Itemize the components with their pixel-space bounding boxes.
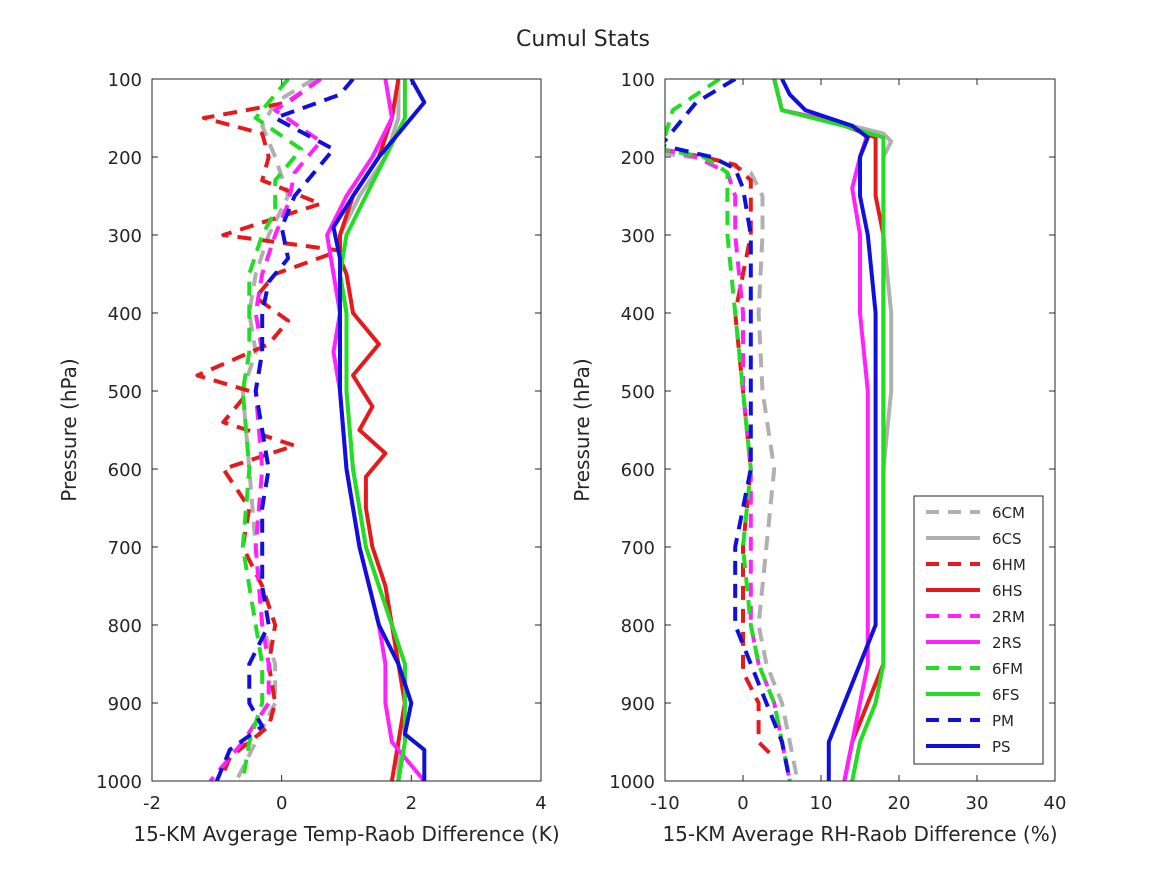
plot-area xyxy=(665,79,894,781)
series-line-ps xyxy=(780,79,878,781)
series-line-6fm xyxy=(665,79,792,781)
y-tick-label: 600 xyxy=(108,460,142,481)
series-line-6hm xyxy=(195,79,342,774)
y-tick-label: 700 xyxy=(108,538,142,559)
y-tick-label: 600 xyxy=(621,460,655,481)
y-tick-label: 400 xyxy=(621,304,655,325)
legend: 6CM 6CS 6HM 6HS 2RM 2RS 6FM 6FS PM PS xyxy=(913,495,1044,765)
rh-difference-panel: -10 0 10 20 30 40 100 200 300 400 500 600 700 800 900 1… xyxy=(570,70,1066,846)
x-tick-label: -10 xyxy=(650,793,679,814)
axes-box xyxy=(664,78,1056,782)
y-tick-label: 100 xyxy=(108,70,142,91)
legend-label-2rs: 2RS xyxy=(992,634,1022,652)
legend-label-6cs: 6CS xyxy=(992,530,1022,548)
x-tick-label: 30 xyxy=(966,793,989,814)
series-line-6fm xyxy=(240,79,304,781)
x-tick-label: 10 xyxy=(810,793,833,814)
legend-label-6fs: 6FS xyxy=(992,686,1019,704)
y-tick-label: 900 xyxy=(108,694,142,715)
axes-box xyxy=(151,78,542,782)
legend-label-6hm: 6HM xyxy=(992,556,1026,574)
series-line-pm xyxy=(214,79,355,781)
y-tick-label: 300 xyxy=(621,226,655,247)
legend-label-6cm: 6CM xyxy=(992,504,1025,522)
x-axis-label: 15-KM Avgerage Temp-Raob Difference (K) xyxy=(133,822,559,846)
legend-label-pm: PM xyxy=(992,712,1014,730)
x-axis-label: 15-KM Average RH-Raob Difference (%) xyxy=(662,822,1057,846)
x-tick-label: 20 xyxy=(888,793,911,814)
x-tick-label: 40 xyxy=(1044,793,1067,814)
x-tick-label: 2 xyxy=(406,793,417,814)
series-line-6fs xyxy=(772,79,886,781)
y-tick-label: 100 xyxy=(621,70,655,91)
x-tick-label: -2 xyxy=(143,793,161,814)
y-axis-label: Pressure (hPa) xyxy=(570,358,594,501)
y-tick-label: 500 xyxy=(621,382,655,403)
x-tick-label: 0 xyxy=(276,793,287,814)
x-tick-label: 0 xyxy=(737,793,748,814)
y-tick-label: 900 xyxy=(621,694,655,715)
legend-label-6fm: 6FM xyxy=(992,660,1023,678)
y-tick-label: 1000 xyxy=(609,772,655,793)
temp-difference-panel: -2 0 2 4 100 200 300 400 500 600 700 800 900 1000 15-K… xyxy=(57,70,560,846)
legend-label-2rm: 2RM xyxy=(992,608,1025,626)
y-tick-label: 300 xyxy=(108,226,142,247)
series-line-2rs xyxy=(325,79,426,781)
y-tick-label: 500 xyxy=(108,382,142,403)
y-tick-label: 1000 xyxy=(96,772,142,793)
y-tick-label: 200 xyxy=(108,148,142,169)
y-axis-label: Pressure (hPa) xyxy=(57,358,81,501)
y-tick-label: 800 xyxy=(621,616,655,637)
plot-area xyxy=(195,79,427,781)
y-tick-label: 800 xyxy=(108,616,142,637)
y-tick-label: 700 xyxy=(621,538,655,559)
legend-label-6hs: 6HS xyxy=(992,582,1022,600)
x-tick-label: 4 xyxy=(535,793,546,814)
figure-title: Cumul Stats xyxy=(516,27,650,52)
legend-label-ps: PS xyxy=(992,738,1011,756)
series-line-6hs xyxy=(338,79,407,781)
series-line-6cm xyxy=(665,151,800,781)
y-tick-label: 400 xyxy=(108,304,142,325)
series-line-pm xyxy=(665,79,792,781)
series-line-ps xyxy=(331,79,427,781)
y-tick-label: 200 xyxy=(621,148,655,169)
